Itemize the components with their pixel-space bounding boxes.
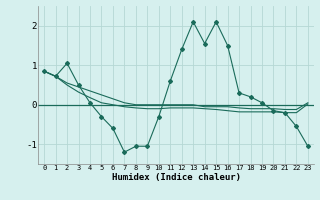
X-axis label: Humidex (Indice chaleur): Humidex (Indice chaleur) xyxy=(111,173,241,182)
